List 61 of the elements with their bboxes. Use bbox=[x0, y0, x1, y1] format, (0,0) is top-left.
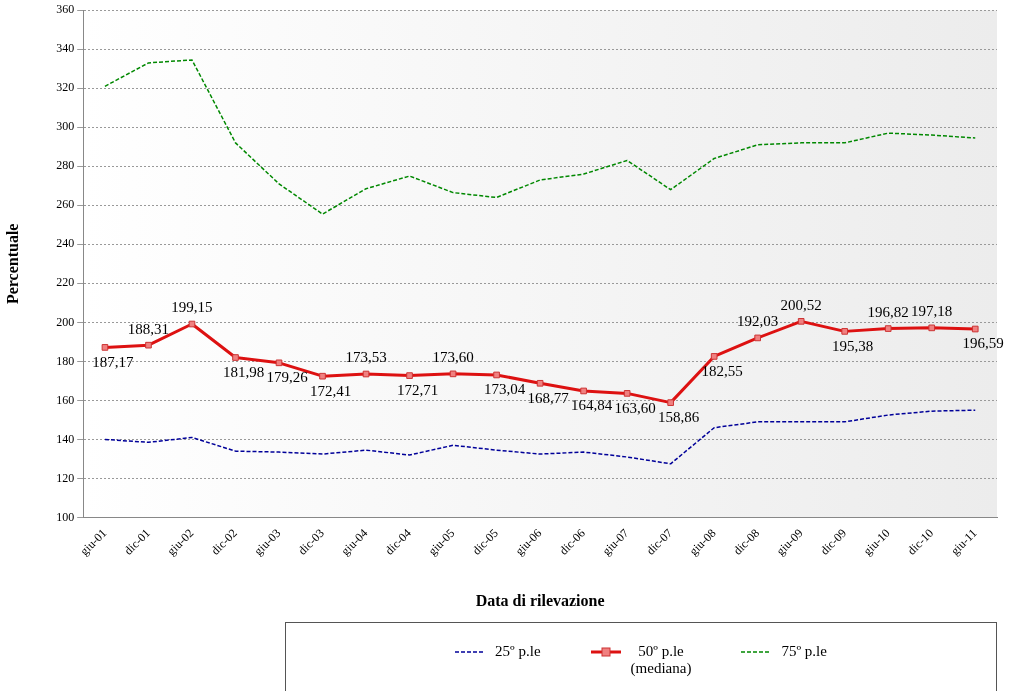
legend-label: 75º p.le bbox=[781, 643, 827, 660]
y-tick-label: 160 bbox=[56, 392, 75, 407]
data-label: 196,82 bbox=[867, 304, 909, 320]
point bbox=[449, 370, 457, 378]
y-tick-label: 120 bbox=[56, 470, 75, 485]
legend-label: 25º p.le bbox=[495, 643, 541, 660]
legend-label: 50º p.le (mediana) bbox=[630, 643, 692, 676]
point bbox=[667, 399, 674, 406]
point bbox=[232, 354, 239, 361]
data-label: 172,71 bbox=[396, 382, 439, 399]
point bbox=[362, 370, 370, 378]
data-label: 173,04 bbox=[483, 381, 526, 398]
point bbox=[841, 328, 849, 335]
y-tick-label: 260 bbox=[56, 197, 75, 212]
y-tick-label: 180 bbox=[56, 353, 75, 368]
point bbox=[536, 379, 544, 387]
point bbox=[493, 371, 500, 379]
data-label: 187,17 bbox=[92, 353, 135, 370]
point bbox=[928, 324, 936, 332]
data-label: 192,03 bbox=[737, 313, 779, 330]
data-label: 200,52 bbox=[780, 296, 822, 313]
y-tick-label: 240 bbox=[56, 236, 75, 251]
data-label: 168,77 bbox=[527, 389, 570, 406]
y-tick-label: 300 bbox=[56, 119, 75, 134]
data-label: 199,15 bbox=[171, 299, 213, 316]
data-label: 181,98 bbox=[222, 363, 265, 380]
point bbox=[797, 318, 805, 325]
y-tick-label: 100 bbox=[56, 509, 75, 524]
data-label: 182,55 bbox=[701, 362, 743, 379]
y-tick-label: 200 bbox=[56, 314, 75, 329]
data-label: 179,26 bbox=[266, 369, 309, 386]
data-label: 164,84 bbox=[570, 397, 613, 414]
data-label: 172,41 bbox=[309, 382, 352, 399]
data-label: 188,31 bbox=[127, 320, 170, 337]
point bbox=[754, 334, 761, 342]
y-tick-label: 320 bbox=[56, 80, 75, 95]
point bbox=[101, 344, 109, 351]
y-tick-label: 140 bbox=[56, 431, 75, 446]
point bbox=[406, 372, 413, 379]
point bbox=[145, 341, 152, 349]
point bbox=[710, 353, 718, 360]
data-label: 196,59 bbox=[962, 335, 1004, 352]
data-label: 195,38 bbox=[832, 337, 874, 354]
point bbox=[275, 359, 283, 367]
point bbox=[623, 390, 631, 397]
data-label: 197,18 bbox=[911, 303, 953, 320]
y-axis-title: Percentuale bbox=[3, 223, 21, 305]
point bbox=[884, 325, 892, 332]
y-tick-label: 340 bbox=[56, 41, 75, 56]
point bbox=[580, 387, 587, 395]
data-label: 158,86 bbox=[658, 409, 700, 426]
x-axis-title: Data di rilevazione bbox=[475, 591, 605, 609]
data-label: 163,60 bbox=[614, 399, 656, 416]
data-label: 173,60 bbox=[432, 349, 474, 366]
data-label: 173,53 bbox=[345, 349, 387, 366]
point bbox=[971, 325, 979, 333]
point bbox=[319, 372, 326, 380]
y-tick-label: 360 bbox=[56, 2, 75, 17]
y-tick-label: 280 bbox=[56, 158, 75, 173]
line-series bbox=[104, 59, 976, 215]
y-tick-label: 220 bbox=[56, 275, 75, 290]
